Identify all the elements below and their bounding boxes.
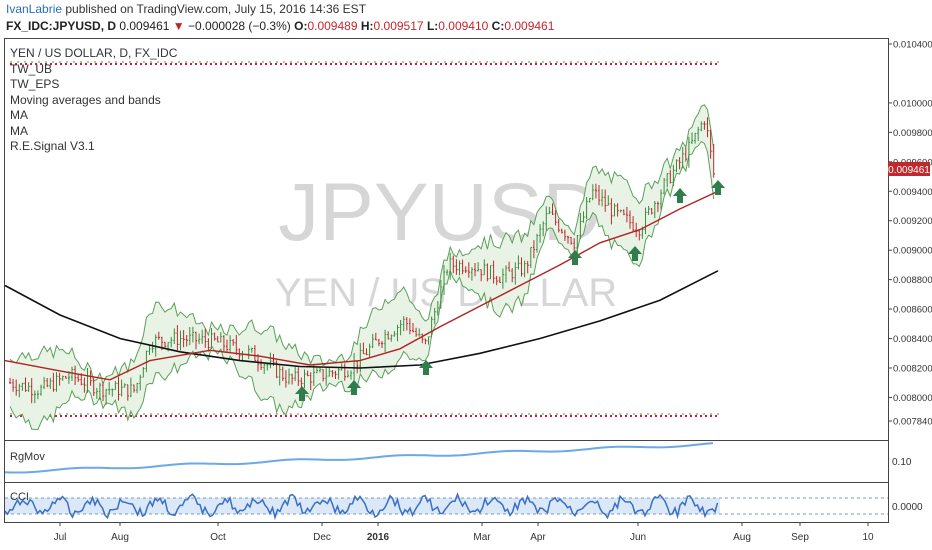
time-tick-label: Mar: [473, 532, 491, 543]
time-tick-label: Sep: [791, 532, 809, 543]
time-tick-label: Apr: [530, 532, 546, 543]
rgmov-axis-tick: 0.10: [892, 457, 912, 468]
cci-label: CCI: [10, 491, 29, 503]
legend-item[interactable]: TW_UB: [10, 61, 52, 76]
legend-item[interactable]: TW_EPS: [10, 77, 60, 91]
time-tick-label: Jul: [54, 532, 67, 543]
rgmov-line: [4, 442, 714, 474]
ohlc-bar: FX_IDC:JPYUSD, D 0.009461 ▼ −0.000028 (−…: [6, 19, 554, 33]
buy-signal-arrow-icon: [673, 188, 687, 203]
legend-item[interactable]: R.E.Signal V3.1: [10, 139, 95, 153]
buy-signal-arrow-icon: [711, 180, 725, 195]
buy-signal-arrow-icon: [628, 246, 642, 261]
band-fill: [10, 104, 714, 430]
high-value: 0.009517: [373, 19, 424, 33]
buy-signal-arrow-icon: [295, 386, 309, 401]
author-link[interactable]: IvanLabrie: [6, 2, 63, 16]
low-label: L:: [426, 19, 439, 33]
close-label: C:: [491, 19, 505, 33]
last-price-label: 0.009461: [888, 165, 930, 176]
price-tick-label: 0.008000: [893, 393, 932, 404]
time-tick-label: Oct: [210, 532, 226, 543]
symbol-label: FX_IDC:JPYUSD, D: [6, 19, 117, 33]
price-tick-label: 0.009400: [893, 187, 932, 198]
legend-item[interactable]: MA: [10, 123, 28, 138]
short-moving-average: [4, 190, 719, 381]
price-tick-label: 0.007840: [893, 417, 932, 428]
buy-signal-arrow-icon: [568, 250, 582, 265]
legend-item[interactable]: Moving averages and bands: [10, 92, 161, 107]
open-value: 0.009489: [307, 19, 358, 33]
indicator-legend: YEN / US DOLLAR, D, FX_IDC TW_UB TW_EPS …: [10, 46, 177, 155]
time-tick-label: 2016: [367, 532, 390, 543]
price-tick-label: 0.009800: [893, 128, 932, 139]
upper-band: [9, 104, 715, 386]
rgmov-label: RgMov: [10, 451, 45, 463]
legend-item[interactable]: MA: [10, 108, 28, 122]
time-tick-label: Aug: [111, 532, 129, 543]
price-tick-label: 0.008800: [893, 275, 932, 286]
buy-signal-arrow-icon: [347, 380, 361, 395]
time-tick-label: 10: [862, 532, 874, 543]
low-value: 0.009410: [438, 19, 489, 33]
price-change: −0.000028 (−0.3%): [188, 19, 291, 33]
buy-signal-arrow-icon: [419, 360, 433, 375]
last-price: 0.009461: [119, 19, 170, 33]
price-tick-label: 0.009200: [893, 216, 932, 227]
price-tick-label: 0.008200: [893, 363, 932, 374]
long-moving-average: [4, 270, 719, 369]
price-tick-label: 0.009000: [893, 246, 932, 257]
price-tick-label: 0.010000: [893, 98, 932, 109]
cci-line: [4, 492, 719, 521]
cci-axis-tick: 0.0000: [892, 502, 923, 513]
lower-band: [9, 140, 715, 431]
price-tick-label: 0.008600: [893, 305, 932, 316]
time-tick-label: Aug: [733, 532, 751, 543]
close-value: 0.009461: [504, 19, 555, 33]
down-arrow-icon: ▼: [172, 19, 185, 33]
published-text: published on TradingView.com, July 15, 2…: [62, 2, 367, 16]
time-tick-label: Jun: [630, 532, 646, 543]
high-label: H:: [360, 19, 374, 33]
publish-info: IvanLabrie published on TradingView.com,…: [6, 2, 366, 16]
legend-title[interactable]: YEN / US DOLLAR, D, FX_IDC: [10, 46, 178, 60]
open-label: O:: [294, 19, 308, 33]
time-tick-label: Dec: [313, 532, 331, 543]
price-tick-label: 0.010400: [893, 40, 932, 51]
price-tick-label: 0.008400: [893, 334, 932, 345]
